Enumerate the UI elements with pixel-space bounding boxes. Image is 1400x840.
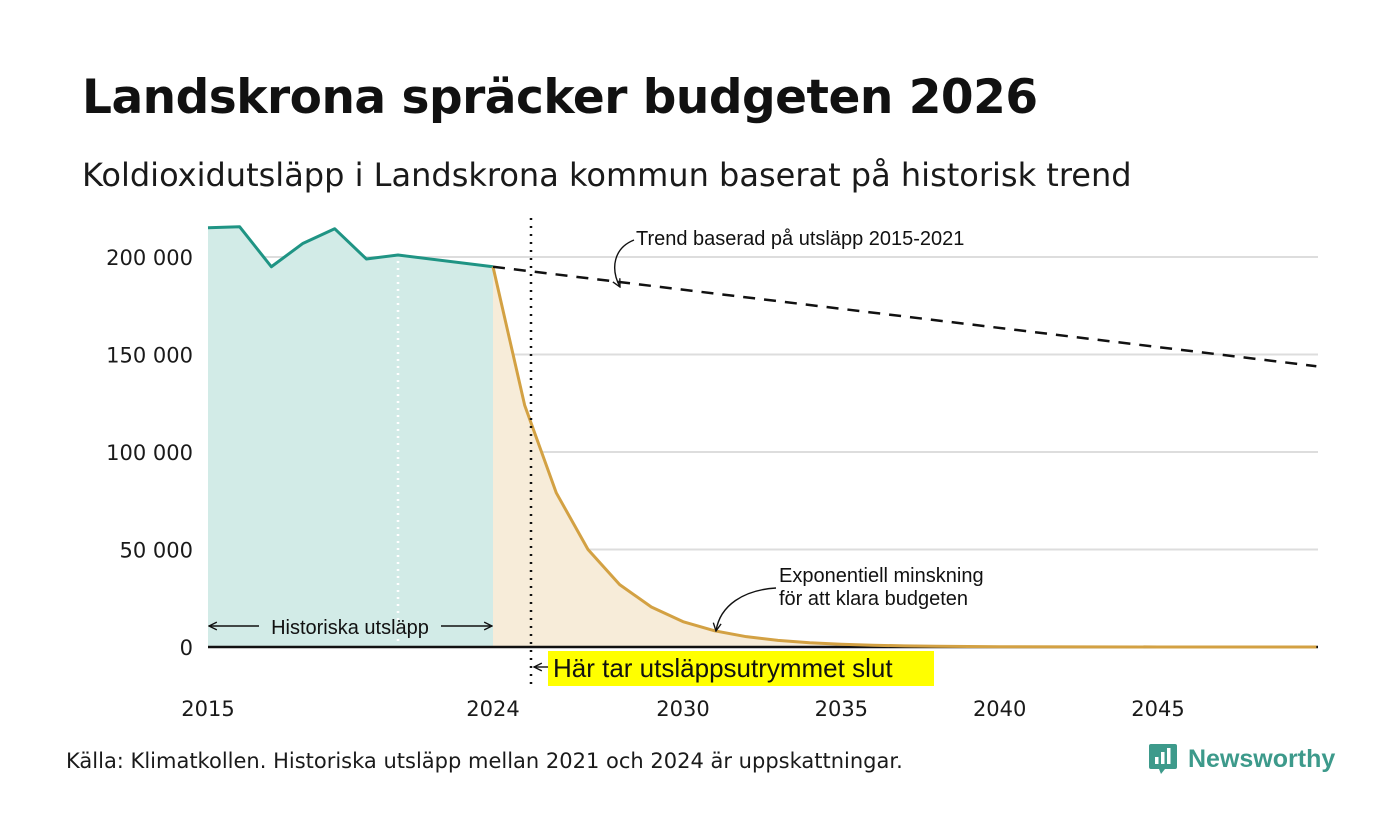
newsworthy-logo-icon [1149,744,1177,774]
tick-labels: 0 50 000 100 000 150 000 200 000 2015 2024 2030… [106,246,1185,721]
chart-title: Landskrona spräcker budgeten 2026 [82,70,1038,125]
y-tick-label: 0 [180,636,193,660]
budget-end-label: Här tar utsläppsutrymmet slut [553,653,893,683]
y-tick-label: 50 000 [120,539,193,563]
brand-name: Newsworthy [1188,744,1336,773]
chart-subtitle: Koldioxidutsläpp i Landskrona kommun bas… [82,156,1132,194]
brand-logo: Newsworthy [1148,742,1335,776]
annotations: Trend baserad på utsläpp 2015-2021 Expon… [209,228,984,686]
budget-end-highlight [548,651,934,686]
x-tick-label: 2040 [973,697,1026,721]
historical-label: Historiska utsläpp [271,617,429,639]
exponential-label-line1: Exponentiell minskning [779,565,984,587]
exponential-arrow [716,587,777,631]
area-fills [208,226,1317,647]
trend-arrow [615,239,635,287]
exponential-label-line2: för att klara budgeten [779,588,968,610]
x-tick-label: 2024 [466,697,519,721]
historical-area [208,226,493,647]
y-tick-label: 200 000 [106,246,193,270]
x-tick-label: 2045 [1131,697,1184,721]
trend-line [492,265,1317,368]
x-tick-label: 2015 [181,697,234,721]
series-lines [207,225,1317,649]
budget-area [493,266,1317,647]
vertical-markers [396,218,533,686]
trend-label: Trend baserad på utsläpp 2015-2021 [636,228,964,250]
source-note: Källa: Klimatkollen. Historiska utsläpp … [66,749,903,773]
budget-line [491,266,1317,649]
y-tick-label: 100 000 [106,441,193,465]
x-tick-label: 2030 [656,697,709,721]
x-tick-label: 2035 [815,697,868,721]
y-tick-label: 150 000 [106,344,193,368]
historical-line [207,225,494,269]
